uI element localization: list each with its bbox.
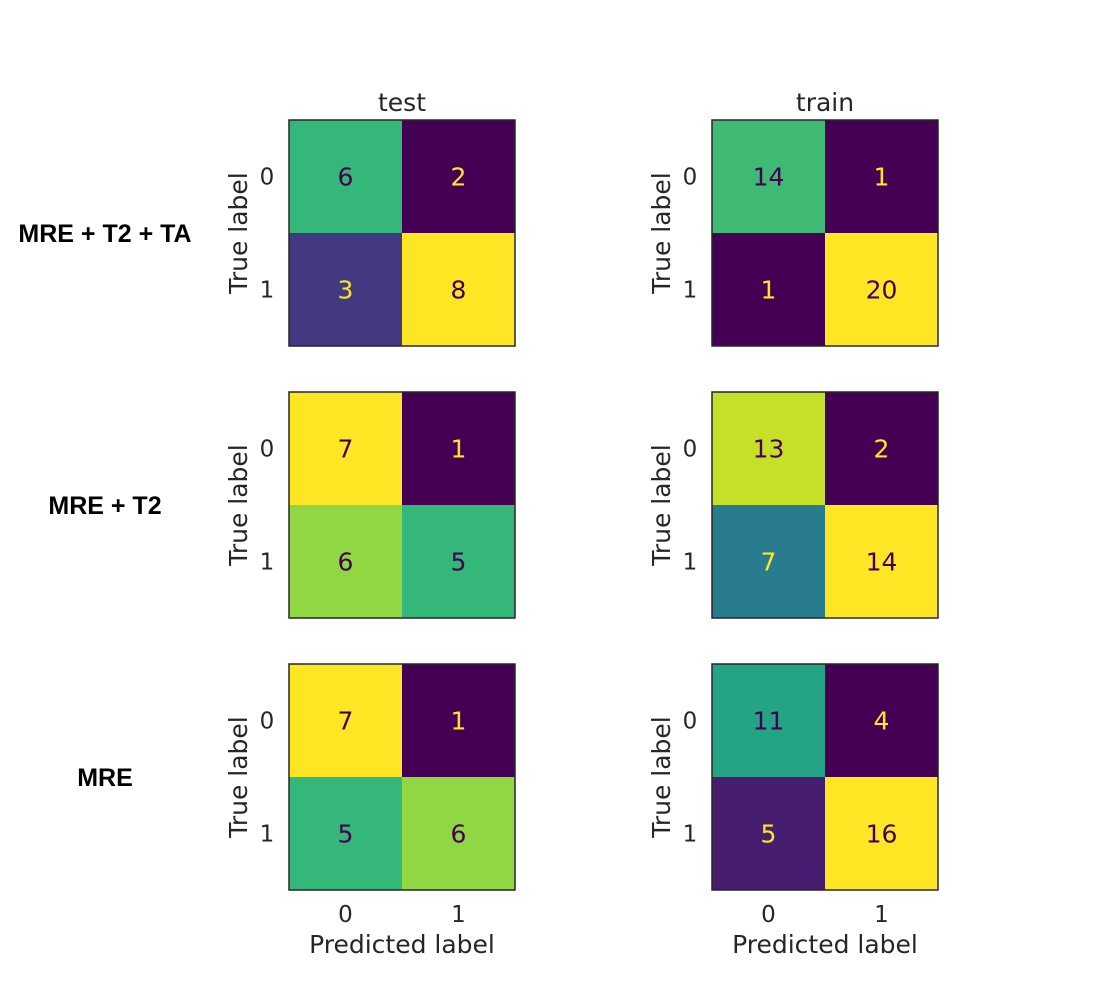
cell-value-label: 3 bbox=[338, 276, 354, 305]
cell-value-label: 7 bbox=[338, 435, 354, 464]
matrix-cell bbox=[825, 233, 938, 346]
cell-value-label: 1 bbox=[451, 435, 467, 464]
cell-value-label: 14 bbox=[866, 548, 898, 577]
cell-value-label: 16 bbox=[866, 820, 898, 849]
matrix-cell bbox=[402, 233, 515, 346]
cell-value-label: 8 bbox=[451, 276, 467, 305]
cell-value-label: 11 bbox=[753, 707, 785, 736]
cell-value-label: 6 bbox=[338, 548, 354, 577]
matrix-cell bbox=[402, 777, 515, 890]
x-axis-label: Predicted label bbox=[732, 930, 918, 959]
cell-value-label: 7 bbox=[338, 707, 354, 736]
cell-value-label: 13 bbox=[753, 435, 785, 464]
matrix-cell bbox=[402, 120, 515, 233]
matrix-cell bbox=[712, 664, 825, 777]
cell-value-label: 1 bbox=[451, 707, 467, 736]
y-axis-label: True label bbox=[224, 444, 253, 567]
matrix-cell bbox=[289, 233, 402, 346]
y-tick-label: 1 bbox=[260, 550, 275, 576]
y-axis-label: True label bbox=[647, 716, 676, 839]
matrix-cell bbox=[712, 392, 825, 505]
matrix-frame bbox=[288, 119, 516, 347]
cell-value-label: 5 bbox=[761, 820, 777, 849]
x-tick-label: 0 bbox=[761, 902, 776, 928]
x-tick-label: 1 bbox=[874, 902, 889, 928]
x-tick-label: 0 bbox=[338, 902, 353, 928]
cell-value-label: 2 bbox=[451, 163, 467, 192]
matrix-cell bbox=[825, 505, 938, 618]
y-tick-label: 0 bbox=[683, 165, 698, 191]
matrix-cell bbox=[402, 505, 515, 618]
matrix-cell bbox=[402, 392, 515, 505]
matrix-frame bbox=[288, 391, 516, 619]
matrix-cell bbox=[825, 777, 938, 890]
cell-value-label: 5 bbox=[451, 548, 467, 577]
matrix-cell bbox=[289, 392, 402, 505]
x-tick-label: 1 bbox=[451, 902, 466, 928]
row-label: MRE + T2 bbox=[48, 492, 161, 520]
matrix-cell bbox=[289, 120, 402, 233]
y-axis-label: True label bbox=[224, 716, 253, 839]
column-title: train bbox=[796, 88, 854, 117]
x-axis-label: Predicted label bbox=[309, 930, 495, 959]
y-axis-label: True label bbox=[647, 172, 676, 295]
cell-value-label: 6 bbox=[338, 163, 354, 192]
row-label: MRE + T2 + TA bbox=[18, 220, 191, 248]
matrix-cell bbox=[712, 233, 825, 346]
cell-value-label: 14 bbox=[753, 163, 785, 192]
cell-value-label: 1 bbox=[874, 163, 890, 192]
matrix-frame bbox=[711, 119, 939, 347]
matrix-cell bbox=[712, 120, 825, 233]
cell-value-label: 6 bbox=[451, 820, 467, 849]
y-tick-label: 0 bbox=[260, 165, 275, 191]
cell-value-label: 2 bbox=[874, 435, 890, 464]
matrix-cell bbox=[825, 664, 938, 777]
y-tick-label: 0 bbox=[260, 437, 275, 463]
y-tick-label: 1 bbox=[260, 822, 275, 848]
matrix-cell bbox=[712, 505, 825, 618]
y-tick-label: 0 bbox=[683, 437, 698, 463]
cell-value-label: 20 bbox=[866, 276, 898, 305]
y-axis-label: True label bbox=[224, 172, 253, 295]
matrix-frame bbox=[711, 391, 939, 619]
row-label: MRE bbox=[77, 764, 133, 792]
column-title: test bbox=[378, 88, 426, 117]
y-tick-label: 1 bbox=[260, 278, 275, 304]
y-tick-label: 1 bbox=[683, 822, 698, 848]
y-tick-label: 1 bbox=[683, 550, 698, 576]
matrix-cell bbox=[825, 120, 938, 233]
matrix-frame bbox=[288, 663, 516, 891]
matrix-cell bbox=[712, 777, 825, 890]
y-tick-label: 0 bbox=[683, 709, 698, 735]
cell-value-label: 1 bbox=[761, 276, 777, 305]
matrix-cell bbox=[825, 392, 938, 505]
matrix-frame bbox=[711, 663, 939, 891]
matrix-cell bbox=[289, 664, 402, 777]
cell-value-label: 5 bbox=[338, 820, 354, 849]
y-tick-label: 0 bbox=[260, 709, 275, 735]
cell-value-label: 4 bbox=[874, 707, 890, 736]
cell-value-label: 7 bbox=[761, 548, 777, 577]
y-tick-label: 1 bbox=[683, 278, 698, 304]
matrix-cell bbox=[289, 777, 402, 890]
matrix-cell bbox=[289, 505, 402, 618]
y-axis-label: True label bbox=[647, 444, 676, 567]
matrix-cell bbox=[402, 664, 515, 777]
